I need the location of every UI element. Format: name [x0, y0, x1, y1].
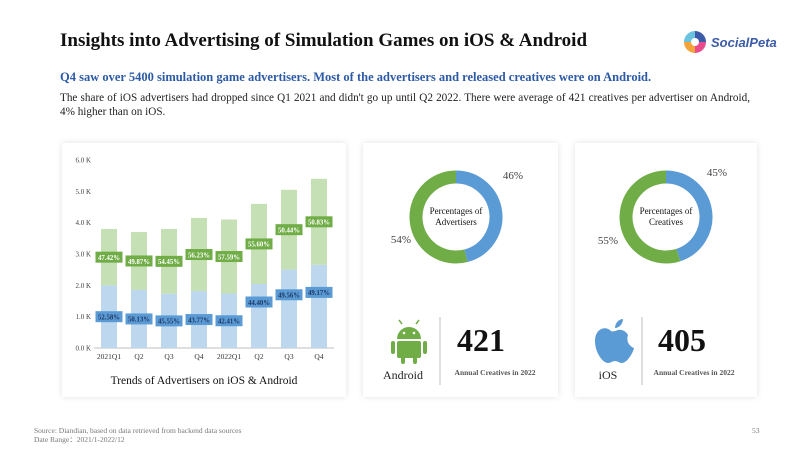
ios-share-label: 49.17% [308, 290, 330, 297]
slice-percent-label: 45% [707, 167, 727, 179]
source-text: Source: Diandian, based on data retrieve… [34, 426, 242, 435]
page-number: 53 [752, 426, 760, 435]
android-creatives-caption: Annual Creatives in 2022 [455, 368, 536, 377]
ios-label-box [245, 296, 273, 308]
android-icon [391, 319, 427, 364]
bar-ios [281, 269, 297, 348]
logo-mark-icon [684, 31, 706, 53]
ios-platform-label: iOS [599, 368, 618, 382]
android-share-label: 55.60% [248, 242, 270, 249]
y-tick-label: 1.0 K [75, 313, 91, 321]
x-tick-label: 2022Q1 [217, 352, 241, 361]
ios-share-label: 42.41% [218, 319, 240, 326]
y-tick-label: 6.0 K [75, 157, 91, 165]
ios-card: 45% 55% Percentages of Creatives iOS 405 An… [575, 143, 757, 397]
description-text: The share of iOS advertisers had dropped… [60, 92, 750, 118]
ios-label-box [305, 286, 333, 298]
ios-label-box [215, 315, 243, 327]
android-share-label: 50.44% [278, 227, 300, 234]
ios-label-box [185, 314, 213, 326]
ios-share-label: 45.55% [158, 319, 180, 326]
android-share-label: 54.45% [158, 259, 180, 266]
date-range-text: Date Range：2021/1-2022/12 [34, 435, 125, 444]
android-share-label: 50.83% [308, 220, 330, 227]
slice-percent-label: 46% [503, 170, 523, 182]
ios-share-label: 43.77% [188, 317, 210, 324]
android-label-box [185, 249, 213, 261]
ios-label-box [275, 289, 303, 301]
bar-ios [251, 284, 267, 348]
ios-creatives-caption: Annual Creatives in 2022 [654, 368, 735, 377]
ios-share-label: 44.40% [248, 300, 270, 307]
x-tick-label: Q3 [164, 352, 173, 361]
footer-source: Source: Diandian, based on data retrieve… [34, 426, 241, 444]
ios-stats: iOS 405 Annual Creatives in 2022 [595, 317, 735, 385]
ios-label-box [155, 315, 183, 327]
android-share-label: 57.59% [218, 254, 240, 261]
page-title: Insights into Advertising of Simulation … [60, 30, 588, 51]
ios-share-label: 50.13% [128, 317, 150, 324]
android-label-box [155, 255, 183, 267]
apple-icon [595, 319, 634, 363]
donut-title: Percentages of [430, 206, 483, 216]
x-tick-label: Q4 [194, 352, 203, 361]
ios-creatives-value: 405 [658, 322, 706, 358]
ios-label-box [125, 313, 153, 325]
brand-logo: SocialPeta [683, 28, 791, 56]
donut-slice [619, 170, 681, 264]
android-creatives-value: 421 [457, 322, 505, 358]
x-tick-label: Q3 [284, 352, 293, 361]
donut-title: Creatives [649, 217, 683, 227]
android-platform-label: Android [383, 368, 423, 382]
android-label-box [95, 251, 123, 263]
ios-label-box [95, 311, 123, 323]
y-tick-label: 5.0 K [75, 188, 91, 196]
android-share-label: 56.23% [188, 252, 210, 259]
android-label-box [275, 224, 303, 236]
android-label-box [125, 255, 153, 267]
android-share-label: 47.42% [98, 255, 120, 262]
donut-title: Percentages of [640, 206, 693, 216]
y-tick-label: 2.0 K [75, 282, 91, 290]
chart-title: Trends of Advertisers on iOS & Android [111, 375, 298, 387]
android-label-box [305, 216, 333, 228]
ios-share-label: 52.58% [98, 314, 120, 321]
bar-chart-card: 0.0 K 1.0 K 2.0 K 3.0 K 4.0 K 5.0 K 6.0 K 52.58… [62, 143, 346, 397]
y-tick-label: 0.0 K [75, 345, 91, 353]
donut-slice [455, 170, 503, 263]
slice-percent-label: 55% [598, 235, 618, 247]
android-label-box [215, 251, 243, 263]
x-tick-label: Q2 [254, 352, 263, 361]
donut-slice [665, 170, 713, 262]
android-card: 46% 54% Percentages of Advertisers Android … [363, 143, 558, 397]
bar-ios [311, 264, 327, 348]
x-tick-label: Q4 [314, 352, 323, 361]
y-tick-label: 3.0 K [75, 251, 91, 259]
advertisers-trend-chart: 0.0 K 1.0 K 2.0 K 3.0 K 4.0 K 5.0 K 6.0 K 52.58… [75, 157, 334, 387]
android-stats: Android 421 Annual Creatives in 2022 [383, 317, 536, 385]
android-label-box [245, 238, 273, 250]
headline-subtitle: Q4 saw over 5400 simulation game adverti… [60, 70, 652, 84]
donut-slice [409, 170, 468, 264]
x-tick-label: Q2 [134, 352, 143, 361]
ios-share-label: 49.56% [278, 293, 300, 300]
android-share-label: 49.87% [128, 259, 150, 266]
logo-text: SocialPeta [711, 34, 777, 50]
y-tick-label: 4.0 K [75, 219, 91, 227]
slice-percent-label: 54% [391, 234, 411, 246]
donut-title: Advertisers [435, 217, 477, 227]
x-tick-label: 2021Q1 [97, 352, 121, 361]
